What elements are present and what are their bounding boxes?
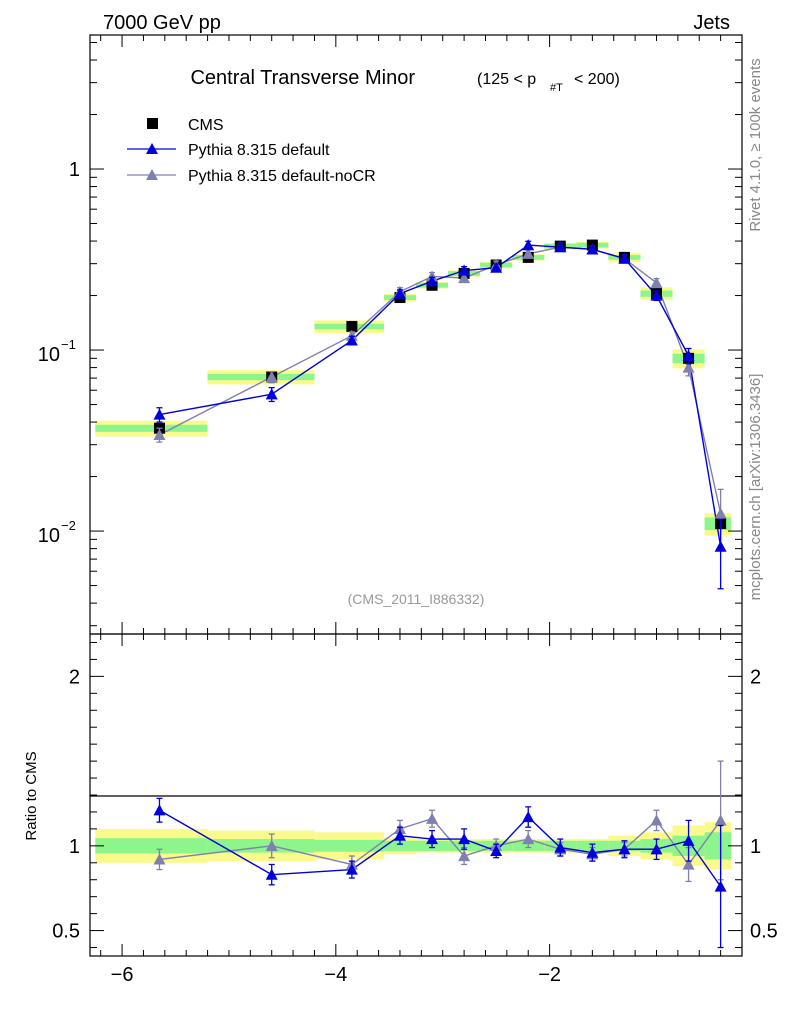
main-axes: 110−110−2	[38, 35, 742, 634]
main-line-nocr	[159, 246, 722, 514]
plot-cut-close: < 200)	[574, 71, 620, 88]
main-y-tick-label: 1	[69, 159, 80, 181]
main-line-default	[159, 244, 722, 547]
ratio-y-tick-label-right: 1	[750, 836, 761, 858]
ratio-point-nocr	[714, 814, 727, 826]
ratio-point-default	[393, 829, 406, 841]
legend: CMS Pythia 8.315 default Pythia 8.315 de…	[127, 117, 376, 185]
ratio-point-default	[490, 844, 503, 857]
ratio-band-inner	[314, 839, 384, 852]
main-y-tick-label: 10	[38, 525, 60, 547]
main-point-default	[426, 275, 439, 287]
x-tick-label: −4	[324, 964, 347, 986]
ratio-point-default	[586, 846, 599, 858]
main-point-default	[650, 289, 663, 301]
ratio-point-default	[458, 833, 471, 845]
ratio-point-nocr	[522, 833, 535, 845]
main-series-marks	[153, 239, 727, 590]
main-point-default	[714, 540, 727, 552]
ratio-point-default	[618, 843, 631, 855]
ratio-y-tick-label: 0.5	[52, 921, 80, 943]
ratio-point-default	[345, 863, 358, 875]
main-point-nocr	[650, 276, 663, 288]
ratio-band-inner	[95, 838, 208, 854]
ratio-point-default	[650, 843, 663, 855]
ratio-point-default	[682, 834, 695, 846]
main-point-nocr	[458, 272, 471, 284]
mcplots-label: mcplots.cern.ch [arXiv:1306.3436]	[747, 374, 764, 601]
ratio-y-tick-label: 2	[69, 666, 80, 688]
legend-default-label: Pythia 8.315 default	[188, 142, 330, 159]
main-point-nocr	[153, 428, 166, 440]
ratio-band-inner	[207, 839, 315, 853]
ratio-point-default	[714, 880, 727, 892]
ratio-point-default	[554, 841, 567, 853]
main-point-default	[522, 239, 535, 251]
ratio-point-nocr	[682, 858, 695, 870]
ratio-point-nocr	[426, 812, 439, 824]
legend-cms-marker	[147, 118, 158, 129]
main-band-inner	[95, 424, 208, 432]
ratio-point-default	[153, 804, 166, 816]
main-y-tick-exponent: −1	[61, 337, 76, 352]
plot-cut-sub: #T	[550, 82, 563, 94]
main-point-default	[490, 261, 503, 273]
ratio-point-nocr	[265, 839, 278, 851]
rivet-label: Rivet 4.1.0, ≥ 100k events	[747, 58, 764, 231]
ratio-band-inner	[383, 840, 416, 851]
main-point-nocr	[522, 247, 535, 259]
ratio-line-default	[159, 809, 722, 887]
legend-nocr-label: Pythia 8.315 default-noCR	[188, 168, 376, 185]
main-series-lines	[159, 244, 722, 547]
ratio-series-marks	[153, 760, 727, 949]
ratio-y-tick-label-right: 2	[750, 666, 761, 688]
ratio-point-default	[265, 868, 278, 880]
ratio-frame	[89, 633, 743, 957]
category-label: Jets	[693, 12, 730, 34]
main-point-default	[586, 243, 599, 255]
ratio-y-tick-label-right: 0.5	[750, 921, 778, 943]
main-point-default	[682, 349, 695, 361]
ratio-point-default	[522, 811, 535, 823]
legend-default-marker	[146, 143, 158, 154]
ratio-point-nocr	[153, 853, 166, 865]
cms-point	[346, 320, 358, 332]
main-point-nocr	[714, 507, 727, 519]
ratio-point-nocr	[458, 850, 471, 862]
main-y-tick-label: 10	[38, 344, 60, 366]
legend-nocr-marker	[146, 169, 158, 180]
analysis-tag: (CMS_2011_I886332)	[348, 591, 485, 607]
main-point-default	[345, 334, 358, 346]
energy-label: 7000 GeV pp	[103, 12, 221, 34]
main-point-default	[458, 264, 471, 276]
main-point-default	[618, 252, 631, 264]
ratio-axes: −6 −4 −2 0.5 0.5 1 1 2 2	[52, 634, 778, 986]
main-point-default	[554, 241, 567, 253]
main-point-nocr	[265, 370, 278, 383]
main-point-default	[153, 408, 166, 420]
x-tick-label: −2	[538, 964, 561, 986]
main-point-default	[265, 388, 278, 400]
plot-title: Central Transverse Minor	[190, 67, 415, 89]
main-y-tick-exponent: −2	[61, 518, 76, 533]
main-point-nocr	[682, 361, 695, 373]
ratio-point-nocr	[650, 814, 663, 826]
plot-cut-open: (125 < p	[477, 71, 536, 88]
legend-cms-label: CMS	[188, 117, 224, 134]
ratio-ylabel: Ratio to CMS	[23, 751, 40, 840]
ratio-y-tick-label: 1	[69, 836, 80, 858]
main-point-default	[393, 287, 406, 299]
main-band-inner	[207, 373, 315, 381]
ratio-point-default	[426, 833, 439, 845]
ratio-uncertainty-bands	[95, 822, 732, 870]
x-tick-label: −6	[111, 964, 134, 986]
